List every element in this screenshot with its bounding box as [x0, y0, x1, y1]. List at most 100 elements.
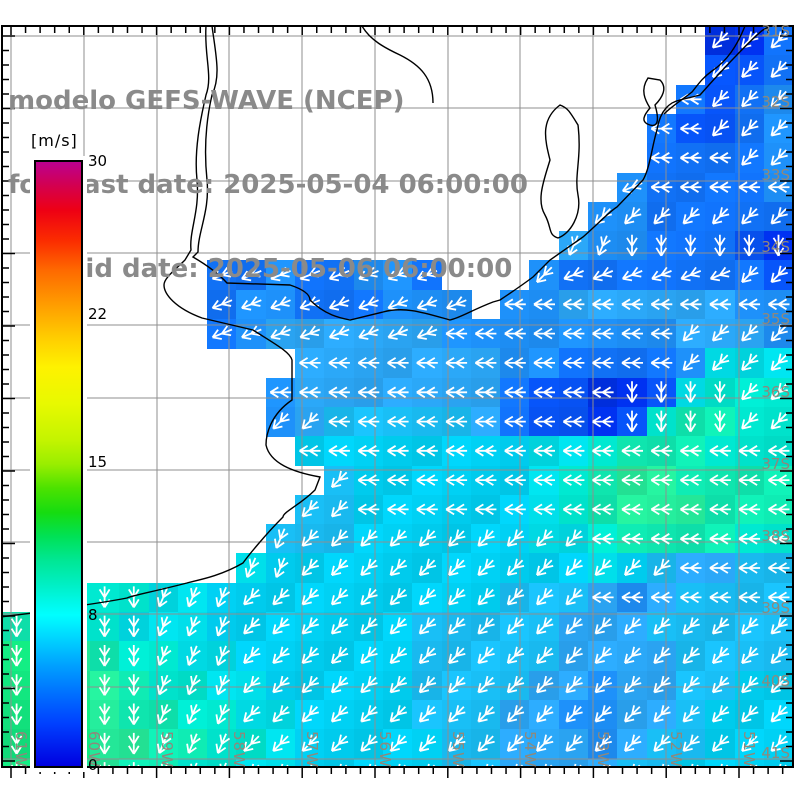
wave-cell	[617, 289, 648, 320]
wave-cell	[324, 524, 355, 555]
wave-cell	[588, 465, 618, 496]
wave-cell	[705, 670, 736, 701]
wave-cell	[470, 553, 501, 584]
wave-cell	[558, 260, 589, 291]
wave-cell	[588, 612, 618, 642]
wave-cell	[324, 582, 355, 613]
wave-cell	[617, 612, 648, 642]
wave-cell	[558, 231, 589, 262]
wave-cell	[646, 670, 677, 701]
wave-cell	[295, 699, 325, 730]
wave-cell	[412, 465, 443, 496]
wave-cell	[734, 406, 765, 437]
wave-cell	[558, 553, 589, 584]
wave-cell	[470, 406, 501, 437]
wave-cell	[236, 553, 267, 584]
wave-cell	[529, 348, 560, 379]
wave-cell	[558, 465, 589, 496]
wave-cell	[529, 377, 560, 408]
wave-cell	[529, 699, 560, 730]
wave-cell	[588, 348, 618, 379]
wave-cell	[588, 582, 618, 613]
wave-cell	[588, 201, 618, 232]
wave-cell	[734, 524, 765, 555]
wave-cell	[382, 553, 413, 584]
wave-cell	[646, 699, 677, 730]
wave-cell	[617, 260, 648, 291]
wave-cell	[412, 670, 443, 701]
wave-cell	[675, 231, 706, 262]
wave-cell	[412, 406, 443, 437]
wave-cell	[675, 289, 706, 320]
wave-cell	[441, 699, 472, 730]
wave-cell	[324, 465, 355, 496]
wave-cell	[617, 524, 648, 555]
wave-cell	[558, 699, 589, 730]
wave-cell	[177, 699, 208, 730]
wave-cell	[588, 289, 618, 320]
wave-cell	[617, 172, 648, 203]
lat-label-40S: 40S	[761, 672, 790, 690]
wave-cell	[2, 612, 32, 642]
wave-cell	[646, 113, 677, 144]
wave-cell	[382, 494, 413, 525]
wave-cell	[470, 494, 501, 525]
wave-cell	[295, 436, 325, 467]
wave-cell	[617, 319, 648, 349]
wave-cell	[265, 641, 296, 672]
wave-cell	[675, 84, 706, 115]
wave-cell	[675, 553, 706, 584]
lat-label-33S: 33S	[761, 166, 790, 184]
wave-cell	[412, 494, 443, 525]
colorbar-tick-22: 22	[88, 305, 108, 323]
wave-cell	[646, 582, 677, 613]
wave-cell	[734, 84, 765, 115]
wave-cell	[89, 641, 120, 672]
wave-cell	[705, 465, 736, 496]
wave-cell	[734, 113, 765, 144]
wave-cell	[646, 377, 677, 408]
wave-cell	[617, 231, 648, 262]
wave-cell	[207, 612, 238, 642]
lat-label-39S: 39S	[761, 599, 790, 617]
wave-cell	[705, 729, 736, 760]
wave-cell	[734, 319, 765, 349]
lat-label-32S: 32S	[761, 93, 790, 111]
wave-cell	[675, 465, 706, 496]
lon-label-54W: 54W	[521, 731, 539, 768]
wave-cell	[119, 729, 150, 760]
wave-cell	[470, 524, 501, 555]
wave-cell	[763, 699, 793, 730]
wave-cell	[646, 524, 677, 555]
wave-cell	[588, 406, 618, 437]
wave-cell	[500, 553, 531, 584]
wave-cell	[734, 231, 765, 262]
wave-cell	[734, 201, 765, 232]
wave-cell	[265, 612, 296, 642]
wave-cell	[646, 231, 677, 262]
wave-cell	[529, 260, 560, 291]
wave-cell	[177, 612, 208, 642]
wave-cell	[763, 641, 793, 672]
wave-cell	[734, 553, 765, 584]
wave-cell	[382, 582, 413, 613]
wave-cell	[295, 582, 325, 613]
wave-cell	[207, 699, 238, 730]
wave-cell	[646, 436, 677, 467]
wave-cell	[265, 582, 296, 613]
wave-cell	[265, 553, 296, 584]
wave-cell	[529, 524, 560, 555]
wave-cell	[382, 612, 413, 642]
wave-cell	[236, 641, 267, 672]
lat-label-37S: 37S	[761, 455, 790, 473]
wave-cell	[646, 494, 677, 525]
wave-cell	[558, 670, 589, 701]
wave-cell	[207, 582, 238, 613]
wave-cell	[529, 406, 560, 437]
lat-label-41S: 41S	[761, 744, 790, 762]
wave-cell	[763, 406, 793, 437]
wave-cell	[675, 699, 706, 730]
wave-cell	[705, 84, 736, 115]
wave-cell	[705, 582, 736, 613]
wave-cell	[529, 465, 560, 496]
